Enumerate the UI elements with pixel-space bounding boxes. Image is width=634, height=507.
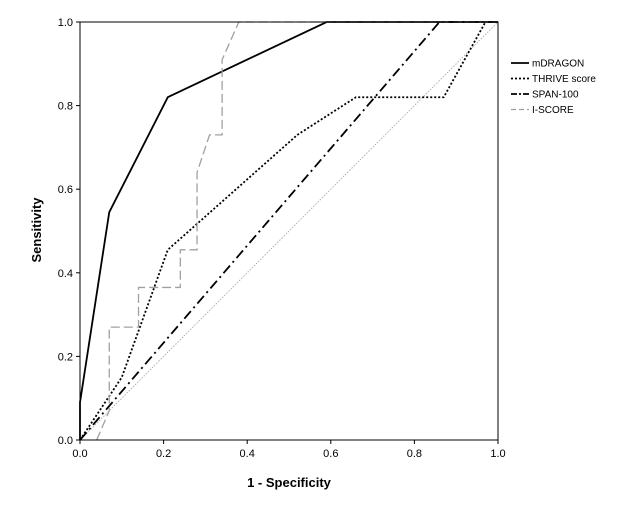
x-tick-label: 0.2	[156, 448, 171, 460]
y-tick-label: 0.2	[58, 351, 73, 363]
series-line-thrive-score	[79, 21, 487, 441]
x-tick-label: 0.8	[407, 448, 422, 460]
plot-frame	[79, 21, 499, 441]
y-axis-label: Sensitivity	[29, 197, 44, 263]
y-tick-label: 0.0	[58, 435, 73, 447]
x-tick-label: 0.4	[240, 448, 255, 460]
y-tick-label: 0.6	[58, 184, 73, 196]
x-tick-label: 1.0	[490, 448, 505, 460]
x-tick-label: 0.6	[323, 448, 338, 460]
legend-label-span-100: SPAN-100	[532, 90, 579, 101]
series-line-i-score	[96, 21, 498, 441]
axes: 0.0 0.2 0.4 0.6 0.8 1.0 0.0 0.2 0.4 0.6 0.8 1.0	[58, 17, 506, 460]
reference-diagonal-line	[79, 21, 499, 441]
legend-label-mdragon: mDRAGON	[532, 59, 584, 70]
y-tick-label: 0.8	[58, 101, 73, 113]
legend-label-thrive-score: THRIVE score	[532, 74, 596, 85]
y-tick-label: 1.0	[58, 17, 73, 29]
plot-area	[79, 21, 499, 441]
x-tick-label: 0.0	[72, 448, 87, 460]
legend: mDRAGON THRIVE score SPAN-100 I-SCORE	[511, 59, 596, 116]
x-axis-label: 1 - Specificity	[247, 475, 332, 490]
legend-label-i-score: I-SCORE	[532, 105, 574, 116]
y-tick-label: 0.4	[58, 268, 73, 280]
